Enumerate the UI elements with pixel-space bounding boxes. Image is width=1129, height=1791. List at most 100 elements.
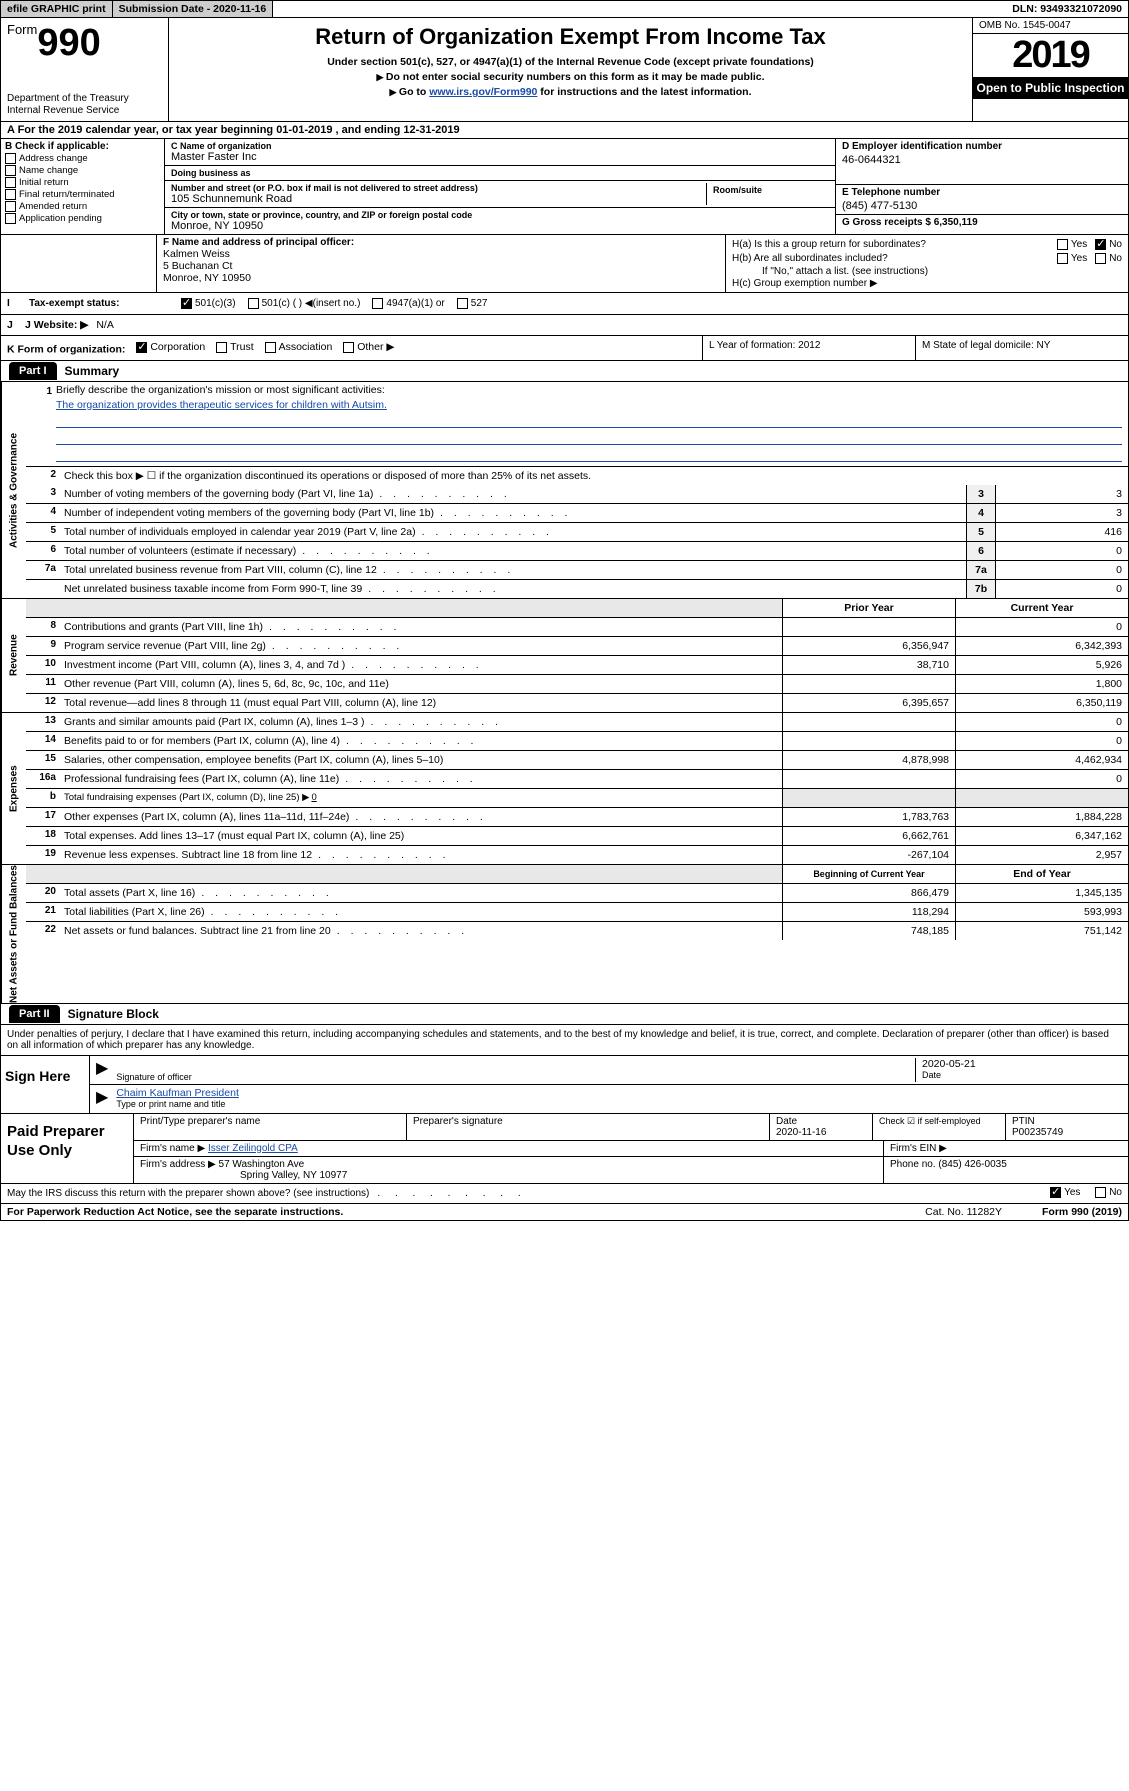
bottom-bar: For Paperwork Reduction Act Notice, see … bbox=[1, 1203, 1128, 1220]
name-title-label: Type or print name and title bbox=[116, 1099, 1122, 1109]
chk-initial-return[interactable]: Initial return bbox=[5, 177, 160, 188]
officer-group-row: F Name and address of principal officer:… bbox=[1, 235, 1128, 293]
officer-addr1: 5 Buchanan Ct bbox=[163, 260, 719, 272]
line-7b: Net unrelated business taxable income fr… bbox=[26, 580, 1128, 598]
begin-year-hdr: Beginning of Current Year bbox=[782, 865, 955, 883]
form-number: 990 bbox=[37, 22, 100, 64]
sig-officer-label: Signature of officer bbox=[116, 1072, 915, 1082]
prior-year-hdr: Prior Year bbox=[782, 599, 955, 617]
tel-value: (845) 477-5130 bbox=[842, 200, 1122, 212]
preparer-line-1: Print/Type preparer's name Preparer's si… bbox=[134, 1114, 1128, 1141]
discuss-row: May the IRS discuss this return with the… bbox=[1, 1183, 1128, 1203]
chk-amended-return[interactable]: Amended return bbox=[5, 201, 160, 212]
line-5: 5Total number of individuals employed in… bbox=[26, 523, 1128, 542]
fgh-left-spacer bbox=[1, 235, 157, 292]
officer-signature-line: ▶ Signature of officer 2020-05-21 Date bbox=[90, 1056, 1128, 1085]
mission-block: 1Briefly describe the organization's mis… bbox=[26, 382, 1128, 467]
mission-value[interactable]: The organization provides therapeutic se… bbox=[56, 399, 387, 411]
part-2-tab: Part II bbox=[9, 1005, 60, 1023]
line-15: 15Salaries, other compensation, employee… bbox=[26, 751, 1128, 770]
firm-ein-label: Firm's EIN ▶ bbox=[884, 1141, 1128, 1156]
line-9: 9Program service revenue (Part VIII, lin… bbox=[26, 637, 1128, 656]
discuss-no[interactable]: No bbox=[1095, 1187, 1122, 1198]
city-row: City or town, state or province, country… bbox=[165, 208, 835, 234]
governance-section: Activities & Governance 1Briefly describ… bbox=[1, 382, 1128, 599]
current-year-hdr: Current Year bbox=[955, 599, 1128, 617]
line-3: 3Number of voting members of the governi… bbox=[26, 485, 1128, 504]
part-2-header: Part II Signature Block bbox=[1, 1004, 1128, 1025]
chk-assoc[interactable]: Association bbox=[265, 341, 333, 353]
firm-addr-label: Firm's address ▶ bbox=[140, 1159, 216, 1170]
net-assets-section: Net Assets or Fund Balances Beginning of… bbox=[1, 865, 1128, 1004]
line-18: 18Total expenses. Add lines 13–17 (must … bbox=[26, 827, 1128, 846]
chk-trust[interactable]: Trust bbox=[216, 341, 254, 353]
org-name-value: Master Faster Inc bbox=[171, 151, 829, 163]
print-name-label: Print/Type preparer's name bbox=[134, 1114, 407, 1140]
part-1-title: Summary bbox=[57, 361, 128, 381]
website-label: J Website: ▶ bbox=[25, 319, 88, 331]
chk-address-change[interactable]: Address change bbox=[5, 153, 160, 164]
preparer-line-3: Firm's address ▶ 57 Washington AveSpring… bbox=[134, 1157, 1128, 1183]
box-b-header: B Check if applicable: bbox=[5, 141, 160, 152]
form-no-footer: Form 990 (2019) bbox=[1042, 1206, 1122, 1218]
firm-name-value[interactable]: Isser Zeilingold CPA bbox=[208, 1143, 298, 1154]
h-c-row: H(c) Group exemption number ▶ bbox=[732, 278, 1122, 289]
chk-application-pending[interactable]: Application pending bbox=[5, 213, 160, 224]
line-19: 19Revenue less expenses. Subtract line 1… bbox=[26, 846, 1128, 864]
org-name-row: C Name of organization Master Faster Inc bbox=[165, 139, 835, 166]
street-row: Number and street (or P.O. box if mail i… bbox=[165, 181, 835, 208]
subtitle-3: Go to www.irs.gov/Form990 for instructio… bbox=[177, 86, 964, 98]
tax-status-row: I Tax-exempt status: 501(c)(3) 501(c) ( … bbox=[1, 293, 1128, 315]
sig-date-value: 2020-05-21 bbox=[922, 1058, 1122, 1070]
box-c: C Name of organization Master Faster Inc… bbox=[165, 139, 836, 234]
h-b-text: H(b) Are all subordinates included? bbox=[732, 253, 888, 264]
line-11: 11Other revenue (Part VIII, column (A), … bbox=[26, 675, 1128, 694]
title-box: Return of Organization Exempt From Incom… bbox=[169, 18, 973, 121]
chk-name-change[interactable]: Name change bbox=[5, 165, 160, 176]
department-label: Department of the Treasury Internal Reve… bbox=[7, 93, 162, 117]
tax-status-label: Tax-exempt status: bbox=[29, 298, 169, 309]
side-governance: Activities & Governance bbox=[1, 382, 26, 598]
chk-527[interactable]: 527 bbox=[457, 298, 488, 309]
chk-final-return[interactable]: Final return/terminated bbox=[5, 189, 160, 200]
line-16b: bTotal fundraising expenses (Part IX, co… bbox=[26, 789, 1128, 808]
h-b-note: If "No," attach a list. (see instruction… bbox=[732, 266, 1122, 277]
open-to-public: Open to Public Inspection bbox=[973, 77, 1128, 99]
line-14: 14Benefits paid to or for members (Part … bbox=[26, 732, 1128, 751]
chk-501c3[interactable]: 501(c)(3) bbox=[181, 298, 236, 309]
year-formation: L Year of formation: 2012 bbox=[703, 336, 916, 360]
form990-link[interactable]: www.irs.gov/Form990 bbox=[429, 86, 537, 98]
ptin-value: P00235749 bbox=[1012, 1127, 1063, 1138]
ein-value: 46-0644321 bbox=[842, 154, 1122, 166]
officer-name-title[interactable]: Chaim Kaufman President bbox=[116, 1087, 239, 1099]
efile-print-button[interactable]: efile GRAPHIC print bbox=[1, 1, 113, 17]
firm-addr-1: 57 Washington Ave bbox=[219, 1159, 305, 1170]
street-value: 105 Schunnemunk Road bbox=[171, 193, 700, 205]
submission-date-button[interactable]: Submission Date - 2020-11-16 bbox=[113, 1, 274, 17]
sign-here-label: Sign Here bbox=[1, 1056, 90, 1113]
sig-date-label: Date bbox=[922, 1070, 1122, 1080]
tel-label: E Telephone number bbox=[842, 187, 1122, 198]
discuss-yes[interactable]: Yes bbox=[1050, 1187, 1080, 1198]
chk-4947[interactable]: 4947(a)(1) or bbox=[372, 298, 444, 309]
line-1-no: 1 bbox=[28, 384, 56, 399]
officer-addr2: Monroe, NY 10950 bbox=[163, 272, 719, 284]
dba-row: Doing business as bbox=[165, 166, 835, 181]
line-8: 8Contributions and grants (Part VIII, li… bbox=[26, 618, 1128, 637]
discuss-text: May the IRS discuss this return with the… bbox=[7, 1188, 369, 1199]
chk-corp[interactable]: Corporation bbox=[136, 341, 205, 353]
chk-other[interactable]: Other ▶ bbox=[343, 341, 394, 353]
klm-row: K Form of organization: Corporation Trus… bbox=[1, 336, 1128, 361]
form-of-org: K Form of organization: Corporation Trus… bbox=[1, 336, 703, 360]
end-year-hdr: End of Year bbox=[955, 865, 1128, 883]
line-2: 2Check this box ▶ ☐ if the organization … bbox=[26, 467, 1128, 485]
line-22: 22Net assets or fund balances. Subtract … bbox=[26, 922, 1128, 940]
chk-501c[interactable]: 501(c) ( ) ◀(insert no.) bbox=[248, 298, 361, 309]
line-20: 20Total assets (Part X, line 16). . . . … bbox=[26, 884, 1128, 903]
self-employed-check: Check ☑ if self-employed bbox=[873, 1114, 1006, 1140]
box-h: H(a) Is this a group return for subordin… bbox=[726, 235, 1128, 292]
revenue-section: Revenue Prior Year Current Year 8Contrib… bbox=[1, 599, 1128, 713]
paid-preparer-label: Paid Preparer Use Only bbox=[1, 1114, 134, 1183]
ptin-label: PTIN bbox=[1012, 1116, 1035, 1127]
header-right: OMB No. 1545-0047 2019 Open to Public In… bbox=[973, 18, 1128, 121]
